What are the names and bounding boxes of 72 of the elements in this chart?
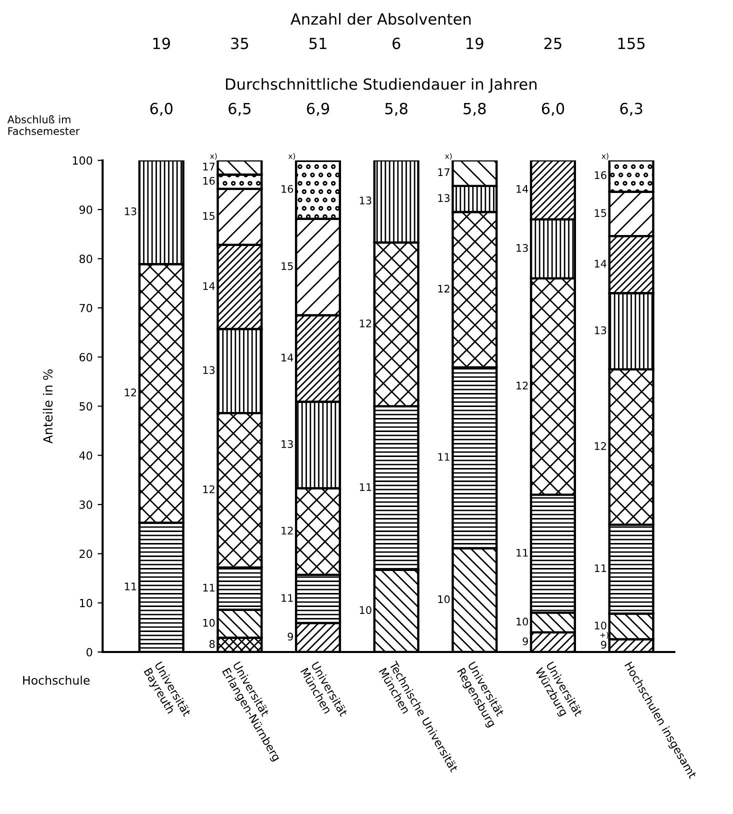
text: 11 bbox=[203, 584, 214, 592]
y-tick-label: 70 bbox=[80, 304, 92, 312]
text: 13 bbox=[438, 194, 450, 202]
text: 12 bbox=[360, 319, 371, 328]
series-label: 16 bbox=[203, 176, 215, 185]
text: 13 bbox=[124, 207, 136, 216]
y-tick-label: 30 bbox=[80, 500, 92, 509]
text: 11 bbox=[438, 453, 450, 461]
text: 17 bbox=[203, 162, 215, 170]
series-label: 9 bbox=[288, 632, 293, 641]
y-tick-label: 0 bbox=[86, 648, 92, 656]
text: 11 bbox=[594, 564, 606, 572]
text: 11 bbox=[360, 483, 372, 491]
text: 6,0 bbox=[542, 102, 564, 116]
y-tick-label: 100 bbox=[72, 156, 92, 165]
text: 13 bbox=[516, 244, 528, 252]
text: 12 bbox=[124, 388, 136, 396]
text: 15 bbox=[282, 262, 293, 270]
series-label: 10 bbox=[360, 606, 372, 614]
text: 6,3 bbox=[620, 102, 642, 116]
y-tick-label: 40 bbox=[79, 451, 92, 460]
text: 10 bbox=[438, 595, 450, 604]
text: 16 bbox=[282, 185, 294, 193]
y-tick-label: 20 bbox=[80, 550, 92, 558]
text: 10 bbox=[516, 618, 528, 626]
text: 6,0 bbox=[150, 102, 172, 116]
text: 19 bbox=[466, 38, 484, 50]
chart-title: Anzahl der Absolventen bbox=[290, 12, 471, 25]
series-label: 11 bbox=[124, 582, 136, 590]
text: 13 bbox=[203, 366, 215, 374]
text: 6,9 bbox=[306, 102, 330, 116]
text: 12 bbox=[438, 284, 450, 293]
text: 12 bbox=[516, 382, 528, 390]
text: 13 bbox=[594, 326, 606, 334]
series-label: 12 bbox=[203, 485, 214, 494]
y-tick-label: 60 bbox=[80, 352, 92, 362]
text: 9 bbox=[522, 637, 528, 646]
text: 15 bbox=[594, 209, 606, 217]
text: 35 bbox=[231, 38, 248, 50]
text: 14 bbox=[203, 282, 215, 290]
text: 5,8 bbox=[464, 102, 486, 116]
text: 6 bbox=[392, 38, 400, 50]
y-tick-label: 10 bbox=[80, 598, 92, 608]
text: 12 bbox=[282, 526, 293, 534]
text: 6,5 bbox=[228, 102, 250, 116]
y-tick-label: 80 bbox=[80, 254, 92, 264]
text: 10 bbox=[594, 622, 606, 630]
text: 13 bbox=[282, 440, 293, 448]
series-label: 14 bbox=[282, 354, 294, 362]
text: 14 bbox=[516, 185, 528, 193]
text: 11 bbox=[516, 548, 528, 557]
x-axis-title: Hochschule bbox=[23, 676, 90, 685]
text: 51 bbox=[309, 38, 326, 50]
series-label: 15 bbox=[203, 212, 214, 220]
series-label: 13 bbox=[360, 196, 372, 204]
series-label: 17 bbox=[438, 168, 450, 176]
text: 12 bbox=[594, 442, 606, 450]
text: 16 bbox=[594, 171, 606, 180]
y-tick-label: 90 bbox=[79, 206, 92, 214]
text: 10 bbox=[203, 618, 215, 627]
text: 25 bbox=[544, 38, 562, 50]
text: 155 bbox=[618, 38, 645, 50]
text: 11 bbox=[282, 594, 293, 602]
text: 5,8 bbox=[385, 102, 408, 116]
y-axis-title: Anteile in % bbox=[42, 369, 53, 444]
text: 9 bbox=[601, 640, 606, 649]
chart-subtitle: Durchschnittliche Studiendauer in Jahren bbox=[226, 78, 537, 93]
text: Abschluß im Fachsemester bbox=[7, 115, 80, 136]
text: 19 bbox=[153, 38, 170, 50]
y-tick-label: 50 bbox=[80, 402, 92, 411]
series-label: 8 bbox=[209, 640, 215, 648]
text: 14 bbox=[594, 260, 606, 268]
